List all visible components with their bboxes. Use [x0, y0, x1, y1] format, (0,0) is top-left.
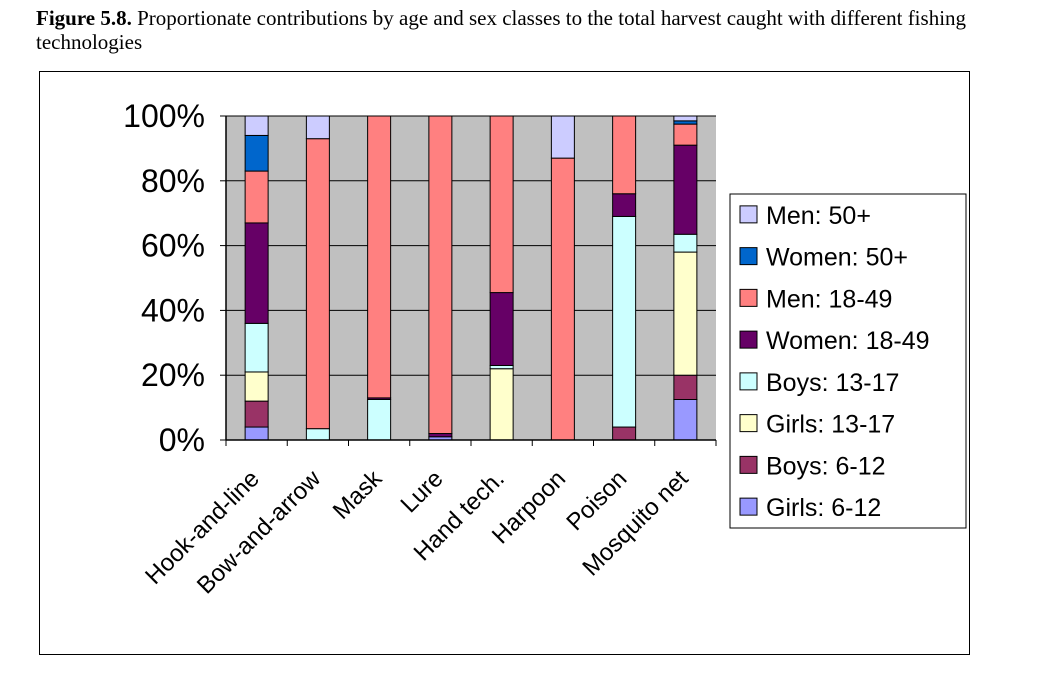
legend-label-boys-13-17: Boys: 13-17 — [766, 369, 899, 397]
legend-label-girls-13-17: Girls: 13-17 — [766, 411, 895, 439]
bar-segment-mask-boys-13-17 — [367, 399, 392, 441]
bar-segment-bow-and-arrow-men-18-49 — [305, 138, 330, 430]
bar-segment-mosquito-net-men-50 — [673, 115, 698, 122]
legend-label-girls-6-12: Girls: 6-12 — [766, 494, 881, 522]
bar-segment-poison-women-18-49 — [612, 193, 637, 217]
bar-segment-mosquito-net-women-18-49 — [673, 144, 698, 235]
bar-segment-hook-and-line-girls-6-12 — [244, 426, 269, 441]
plot-area — [226, 116, 716, 440]
bar-segment-lure-men-18-49 — [428, 115, 453, 435]
y-tick-label: 80% — [141, 163, 205, 199]
legend-swatch-boys-13-17 — [739, 372, 758, 391]
bar-segment-hook-and-line-men-50 — [244, 115, 269, 136]
x-tick-label: Lure — [396, 465, 449, 518]
legend-swatch-girls-6-12 — [739, 497, 758, 516]
bar-segment-bow-and-arrow-boys-13-17 — [305, 428, 330, 441]
y-tick-label: 40% — [141, 292, 205, 328]
legend-swatch-women-50 — [739, 247, 758, 266]
y-tick-label: 60% — [141, 228, 205, 264]
bar-segment-hook-and-line-boys-13-17 — [244, 322, 269, 373]
bar-segment-bow-and-arrow-men-50 — [305, 115, 330, 140]
bar-segment-poison-boys-6-12 — [612, 426, 637, 441]
legend-swatch-men-18-49 — [739, 288, 758, 307]
bar-segment-mosquito-net-boys-6-12 — [673, 374, 698, 401]
bar-segment-hand-tech-girls-13-17 — [489, 368, 514, 441]
bar-segment-hook-and-line-boys-6-12 — [244, 400, 269, 428]
legend-swatch-girls-13-17 — [739, 414, 758, 433]
y-tick-label: 0% — [159, 422, 205, 458]
legend-swatch-men-50 — [739, 205, 758, 224]
legend-label-women-18-49: Women: 18-49 — [766, 327, 930, 355]
y-tick-label: 100% — [123, 98, 205, 134]
legend-box — [729, 193, 967, 529]
legend-label-men-50: Men: 50+ — [766, 202, 871, 230]
bar-segment-mask-men-18-49 — [367, 115, 392, 399]
bar-segment-poison-boys-13-17 — [612, 215, 637, 428]
bar-segment-hook-and-line-women-50 — [244, 134, 269, 172]
bar-segment-mosquito-net-men-18-49 — [673, 123, 698, 146]
legend-swatch-women-18-49 — [739, 330, 758, 349]
bar-segment-hook-and-line-women-18-49 — [244, 222, 269, 324]
figure-caption-text: Proportionate contributions by age and s… — [36, 6, 967, 54]
bar-segment-hand-tech-women-18-49 — [489, 292, 514, 366]
bar-segment-harpoon-men-18-49 — [550, 157, 575, 441]
y-tick-label: 20% — [141, 357, 205, 393]
bar-segment-mosquito-net-boys-13-17 — [673, 233, 698, 253]
legend-swatch-boys-6-12 — [739, 455, 758, 474]
figure-number: Figure 5.8. — [36, 6, 132, 30]
bar-segment-mosquito-net-girls-13-17 — [673, 251, 698, 376]
x-tick-label: Mask — [328, 464, 388, 524]
bar-segment-hook-and-line-girls-13-17 — [244, 371, 269, 402]
bar-segment-harpoon-men-50 — [550, 115, 575, 159]
bar-segment-hand-tech-men-18-49 — [489, 115, 514, 294]
legend-label-men-18-49: Men: 18-49 — [766, 285, 892, 313]
bar-segment-poison-men-18-49 — [612, 115, 637, 195]
legend-label-boys-6-12: Boys: 6-12 — [766, 452, 886, 480]
bar-segment-mosquito-net-girls-6-12 — [673, 399, 698, 441]
figure-caption: Figure 5.8. Proportionate contributions … — [36, 6, 1036, 54]
bar-segment-hook-and-line-men-18-49 — [244, 170, 269, 224]
legend-label-women-50: Women: 50+ — [766, 244, 908, 272]
